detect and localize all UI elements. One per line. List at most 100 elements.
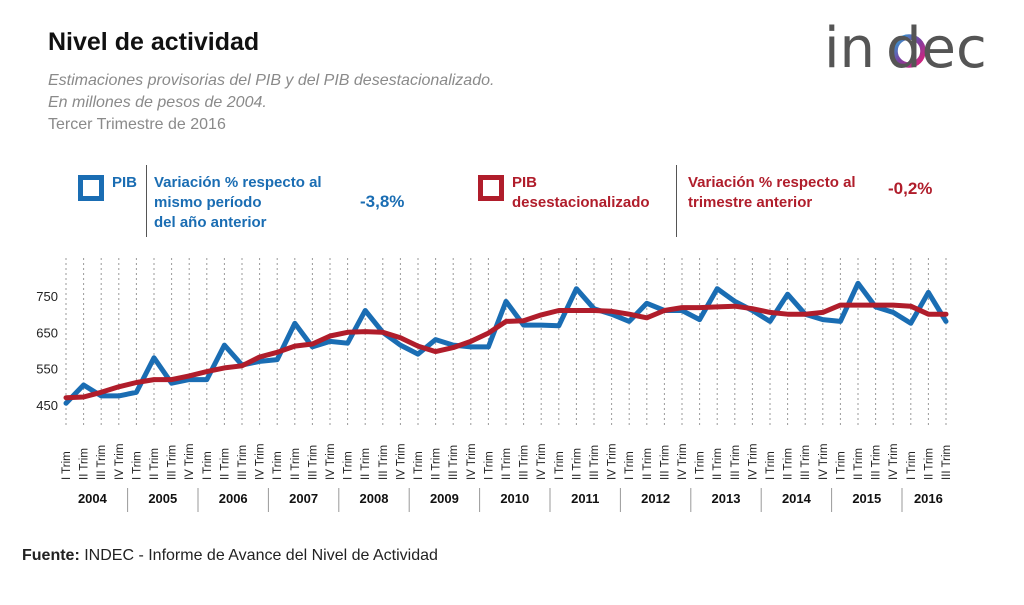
legend-pib-desc-line-3: del año anterior [154, 214, 267, 231]
y-tick-label: 650 [36, 325, 58, 340]
legend-pib-separator [146, 165, 147, 237]
footer-source: Fuente: INDEC - Informe de Avance del Ni… [22, 547, 438, 565]
x-tick-label: I Trim [413, 451, 425, 480]
subtitle-line-3: Tercer Trimestre de 2016 [48, 116, 226, 133]
legend-pib-swatch [78, 175, 104, 201]
x-tick-label: IV Trim [255, 444, 267, 480]
x-quarter-labels: I Trim II Trim III Trim IV Trim I Trim II Tri… [61, 444, 953, 480]
x-tick-label: I Trim [624, 451, 636, 480]
x-tick-label: III Trim [730, 445, 742, 480]
x-tick-label: I Trim [554, 451, 566, 480]
y-tick-label: 450 [36, 398, 58, 413]
legend-pib: PIB Variación % respecto al mismo períod… [72, 165, 432, 237]
x-tick-label: I Trim [343, 451, 355, 480]
x-year-labels: 2004 2005 2006 2007 2008 2009 2010 2011 2012 2013… [78, 488, 943, 512]
x-tick-label: I Trim [272, 451, 284, 480]
legend-pib-label: PIB [112, 174, 138, 191]
logo-text-part-dec: dec [886, 18, 987, 78]
y-tick-label: 750 [36, 289, 58, 304]
grid-lines [65, 258, 947, 427]
legend-pib-desc-line-2: mismo período [154, 194, 262, 211]
x-tick-label: II Trim [571, 448, 583, 480]
subtitle-line-1: Estimaciones provisorias del PIB y del P… [48, 72, 495, 89]
x-tick-label: II Trim [149, 448, 161, 480]
x-tick-label: IV Trim [607, 444, 619, 480]
x-tick-label: III Trim [871, 445, 883, 480]
x-tick-label: I Trim [61, 451, 73, 480]
x-tick-label: III Trim [800, 445, 812, 480]
x-tick-label: IV Trim [818, 444, 830, 480]
indec-logo: in dec [824, 18, 987, 78]
x-tick-label: IV Trim [747, 444, 759, 480]
x-tick-label: IV Trim [466, 444, 478, 480]
legend-desest-swatch [478, 175, 504, 201]
x-tick-label: II Trim [783, 448, 795, 480]
x-tick-label: III Trim [307, 445, 319, 480]
x-tick-label: IV Trim [536, 444, 548, 480]
legend-desest-description: Variación % respecto al trimestre anteri… [688, 173, 856, 213]
x-tick-label: III Trim [941, 445, 953, 480]
x-tick-label: I Trim [765, 451, 777, 480]
x-tick-label: II Trim [219, 448, 231, 480]
line-chart: 450 550 650 750 I Trim II Trim III Trim IV Trim… [36, 258, 953, 512]
chart-subtitle: Estimaciones provisorias del PIB y del P… [48, 70, 494, 136]
x-tick-label: IV Trim [114, 444, 126, 480]
x-tick-label: I Trim [695, 451, 707, 480]
x-tick-label: IV Trim [888, 444, 900, 480]
x-tick-label: III Trim [519, 445, 531, 480]
x-tick-label: II Trim [431, 448, 443, 480]
legend-pib-desc-line-1: Variación % respecto al [154, 174, 322, 191]
x-tick-label: IV Trim [325, 444, 337, 480]
x-tick-label: III Trim [167, 445, 179, 480]
x-tick-label: I Trim [906, 451, 918, 480]
legend-desest-desc-line-1: Variación % respecto al [688, 174, 856, 191]
chart-title: Nivel de actividad [48, 28, 260, 56]
year-label: 2013 [712, 491, 741, 506]
x-tick-label: III Trim [237, 445, 249, 480]
legend-desest-value: -0,2% [888, 179, 933, 198]
footer-source-text: INDEC - Informe de Avance del Nivel de A… [84, 547, 438, 564]
x-tick-label: III Trim [448, 445, 460, 480]
year-label: 2005 [148, 491, 177, 506]
x-tick-label: II Trim [79, 448, 91, 480]
legend-desest-label-line-1: PIB [512, 174, 538, 191]
logo-text-part-in: in [824, 18, 875, 78]
year-label: 2010 [500, 491, 529, 506]
x-tick-label: I Trim [483, 451, 495, 480]
x-tick-label: II Trim [712, 448, 724, 480]
year-label: 2008 [360, 491, 389, 506]
x-tick-label: IV Trim [677, 444, 689, 480]
year-label: 2007 [289, 491, 318, 506]
x-tick-label: I Trim [835, 451, 847, 480]
legend-desest-label-line-2: desestacionalizado [512, 194, 650, 211]
x-tick-label: III Trim [589, 445, 601, 480]
year-label: 2009 [430, 491, 459, 506]
legend-pib-description: Variación % respecto al mismo período de… [154, 173, 322, 233]
x-tick-label: I Trim [131, 451, 143, 480]
legend-desest: PIB desestacionalizado Variación % respe… [474, 165, 954, 237]
year-label: 2014 [782, 491, 812, 506]
x-tick-label: III Trim [659, 445, 671, 480]
legend-desest-separator [676, 165, 677, 237]
year-label: 2011 [571, 491, 599, 506]
x-tick-label: III Trim [96, 445, 108, 480]
x-tick-label: IV Trim [395, 444, 407, 480]
x-tick-label: II Trim [853, 448, 865, 480]
x-tick-label: II Trim [360, 448, 372, 480]
year-label: 2016 [914, 491, 943, 506]
logo-accent-ring [892, 34, 926, 68]
legend-desest-desc-line-2: trimestre anterior [688, 194, 813, 211]
x-tick-label: II Trim [501, 448, 513, 480]
x-tick-label: III Trim [378, 445, 390, 480]
year-label: 2012 [641, 491, 670, 506]
subtitle-line-2: En millones de pesos de 2004. [48, 94, 267, 111]
x-tick-label: II Trim [642, 448, 654, 480]
x-tick-label: I Trim [202, 451, 214, 480]
year-label: 2004 [78, 491, 108, 506]
x-tick-label: II Trim [290, 448, 302, 480]
y-tick-label: 550 [36, 362, 58, 377]
x-tick-label: IV Trim [184, 444, 196, 480]
legend-pib-value: -3,8% [360, 192, 405, 211]
legend-desest-label: PIB desestacionalizado [512, 173, 650, 213]
pib-desestacionalizado-line [63, 302, 949, 401]
